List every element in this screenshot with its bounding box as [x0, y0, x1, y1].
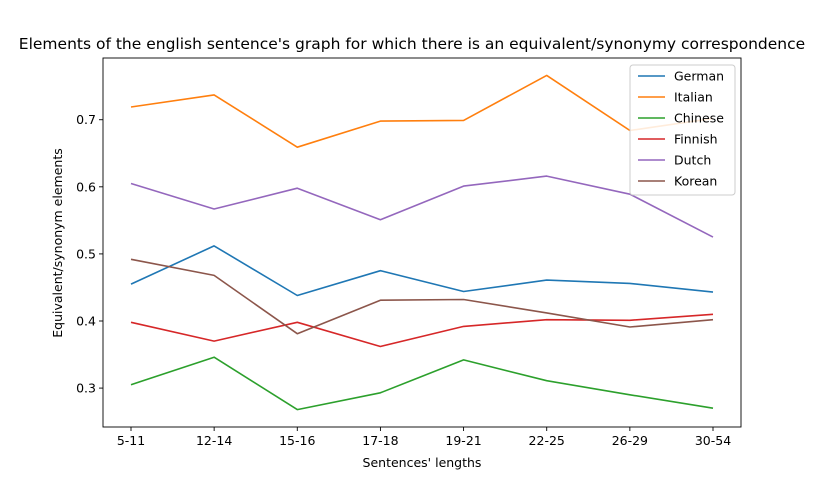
y-tick-label: 0.3 — [76, 381, 96, 396]
series-line-dutch — [130, 175, 714, 238]
x-tick-label: 30-54 — [695, 433, 731, 448]
plot-area — [102, 57, 742, 428]
y-axis-ticks: 0.3 0.4 0.5 0.6 0.7 — [76, 112, 103, 396]
chart-title: Elements of the english sentence's graph… — [19, 35, 805, 53]
x-tick-label: 26-29 — [612, 433, 648, 448]
legend-label-chinese: Chinese — [674, 111, 724, 126]
legend: German Italian Chinese Finnish Dutch Korean — [629, 64, 736, 196]
legend-label-italian: Italian — [674, 90, 713, 105]
plot-frame — [102, 57, 742, 428]
series-line-italian — [130, 74, 714, 148]
x-tick-label: 12-14 — [196, 433, 232, 448]
x-tick-label: 19-21 — [445, 433, 481, 448]
y-tick-label: 0.6 — [76, 179, 96, 194]
x-tick-label: 22-25 — [529, 433, 565, 448]
x-axis-ticks: 5-11 12-14 15-16 17-18 19-21 22-25 26-29 30-54 — [117, 427, 731, 448]
legend-label-korean: Korean — [674, 174, 717, 189]
y-tick-label: 0.4 — [76, 313, 96, 328]
x-axis-label: Sentences' lengths — [363, 455, 482, 470]
series-line-chinese — [130, 356, 714, 411]
legend-label-german: German — [674, 69, 724, 84]
legend-label-finnish: Finnish — [674, 132, 718, 147]
x-tick-label: 17-18 — [362, 433, 398, 448]
x-tick-label: 15-16 — [279, 433, 315, 448]
legend-label-dutch: Dutch — [674, 153, 711, 168]
y-axis-label: Equivalent/synonym elements — [50, 148, 65, 338]
y-tick-label: 0.5 — [76, 246, 96, 261]
x-tick-label: 5-11 — [117, 433, 145, 448]
series-line-finnish — [130, 313, 714, 348]
series-line-korean — [130, 258, 714, 335]
series-line-german — [130, 245, 714, 297]
y-tick-label: 0.7 — [76, 112, 96, 127]
